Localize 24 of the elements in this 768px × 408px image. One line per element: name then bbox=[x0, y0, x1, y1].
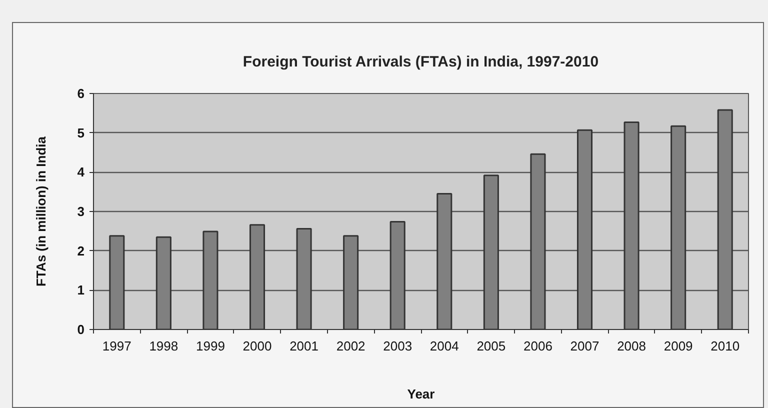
y-axis-title: FTAs (in million) in India bbox=[33, 136, 48, 286]
x-tick-label: 2009 bbox=[664, 338, 693, 354]
x-tick-label: 1999 bbox=[196, 338, 225, 354]
x-tick-label: 2008 bbox=[617, 338, 646, 354]
x-tick-label: 2007 bbox=[570, 338, 600, 354]
x-tick-label: 2000 bbox=[242, 338, 272, 354]
y-tick-label: 3 bbox=[77, 204, 85, 219]
x-tick-label: 2003 bbox=[383, 338, 412, 354]
y-tick-label: 0 bbox=[77, 322, 85, 337]
x-tick-label: 2006 bbox=[524, 338, 552, 354]
x-tick-label: 2005 bbox=[476, 338, 506, 354]
y-tick-label: 2 bbox=[77, 243, 85, 258]
x-tick-label: 1997 bbox=[102, 338, 132, 354]
x-tick-label: 1998 bbox=[149, 338, 178, 354]
y-tick-label: 1 bbox=[77, 282, 85, 298]
x-tick-label: 2010 bbox=[710, 338, 740, 354]
y-tick-label: 5 bbox=[77, 125, 85, 140]
x-tick-label: 2002 bbox=[336, 338, 366, 354]
y-tick-label: 4 bbox=[77, 164, 86, 180]
x-tick-label: 2001 bbox=[290, 338, 318, 354]
x-axis-title: Year bbox=[407, 386, 435, 402]
chart-title: Foreign Tourist Arrivals (FTAs) in India, 1997-2010 bbox=[242, 54, 599, 70]
y-tick-label: 6 bbox=[77, 86, 85, 101]
x-tick-label: 2004 bbox=[430, 338, 459, 354]
